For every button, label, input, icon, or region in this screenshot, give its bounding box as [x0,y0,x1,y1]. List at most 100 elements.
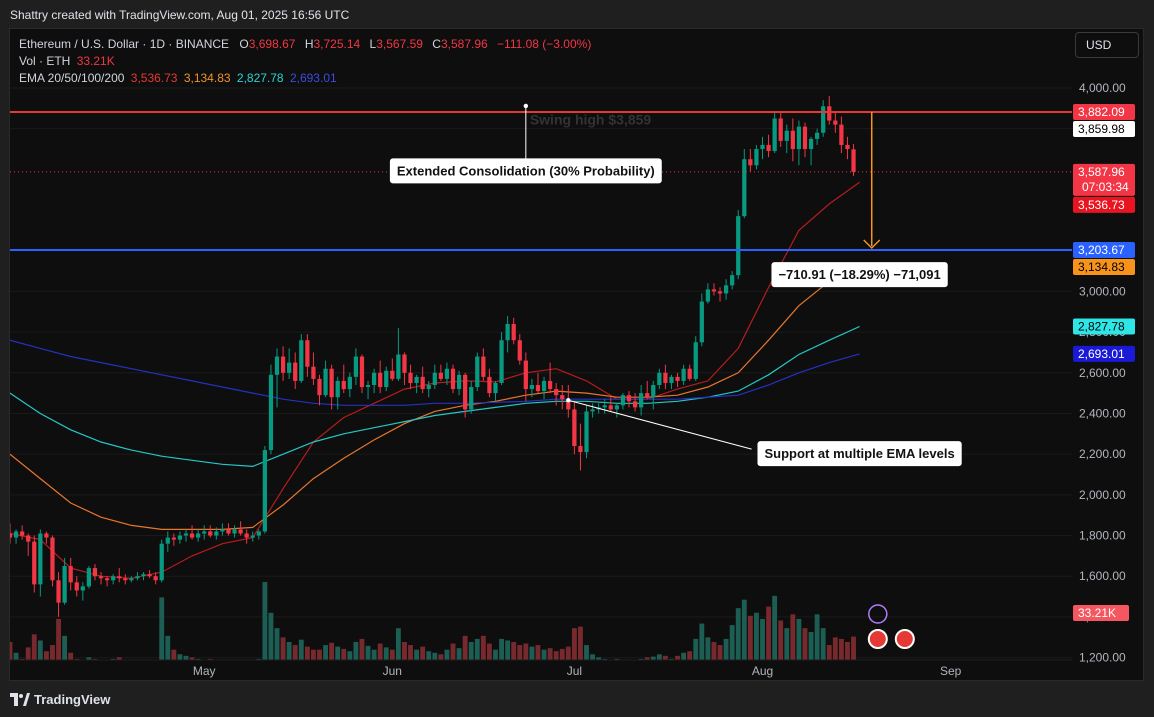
candle-body[interactable] [535,384,541,392]
candle-body[interactable] [365,384,371,388]
candle-body[interactable] [681,368,686,381]
candle-body[interactable] [165,537,170,544]
candle-body[interactable] [845,144,850,150]
candle-body[interactable] [329,368,334,398]
candle-body[interactable] [26,535,31,542]
candle-body[interactable] [56,580,61,603]
candle-body[interactable] [730,275,735,286]
candle-body[interactable] [98,576,104,579]
lightning-icon[interactable] [868,604,888,624]
candle-body[interactable] [250,535,255,538]
candle-body[interactable] [766,144,771,152]
candle-body[interactable] [481,356,486,377]
candle-body[interactable] [590,409,595,412]
candle-body[interactable] [268,374,274,451]
candle-body[interactable] [529,384,535,390]
candle-body[interactable] [371,372,377,385]
candle-body[interactable] [341,380,346,390]
candle-body[interactable] [827,106,832,121]
candle-body[interactable] [74,582,79,591]
candle-body[interactable] [293,362,298,381]
candle-body[interactable] [632,401,638,408]
candle-body[interactable] [839,124,844,145]
candle-body[interactable] [687,368,692,379]
candle-body[interactable] [44,533,49,538]
candle-body[interactable] [390,370,395,379]
candle-body[interactable] [578,446,583,453]
candle-body[interactable] [626,395,632,402]
candle-body[interactable] [38,533,43,585]
candle-body[interactable] [554,389,559,396]
candle-body[interactable] [675,376,680,381]
measure-label[interactable]: −710.91 (−18.29%) −71,091 [778,267,940,282]
candle-body[interactable] [202,531,207,534]
candle-body[interactable] [754,149,759,166]
candle-body[interactable] [438,372,443,379]
candle-body[interactable] [177,535,183,540]
candle-body[interactable] [311,366,316,379]
us-flag-icon[interactable] [867,629,888,649]
candle-body[interactable] [814,132,820,139]
candle-body[interactable] [705,289,711,302]
candle-body[interactable] [238,529,243,534]
candle-body[interactable] [699,301,704,343]
candle-body[interactable] [790,130,795,150]
candle-body[interactable] [353,356,359,377]
candle-body[interactable] [639,393,644,408]
candle-body[interactable] [505,323,510,341]
candle-body[interactable] [614,405,619,410]
candle-body[interactable] [153,576,158,581]
candle-body[interactable] [86,568,92,587]
candle-body[interactable] [402,354,407,373]
candle-body[interactable] [693,342,698,379]
candle-body[interactable] [159,543,164,581]
candle-body[interactable] [50,537,55,581]
candle-body[interactable] [359,356,365,388]
legend-ema-label[interactable]: EMA 20/50/100/200 [19,71,125,85]
candle-body[interactable] [189,533,195,538]
candle-body[interactable] [317,378,322,396]
candle-body[interactable] [396,354,401,379]
candle-body[interactable] [657,372,662,385]
candle-body[interactable] [645,393,650,398]
candle-body[interactable] [280,356,286,373]
candle-body[interactable] [183,533,189,536]
candle-body[interactable] [584,411,589,453]
candle-body[interactable] [214,531,219,536]
ema-line-ema200[interactable] [10,339,860,406]
candle-body[interactable] [851,149,856,172]
candle-body[interactable] [420,376,425,390]
candle-body[interactable] [287,362,292,373]
candle-body[interactable] [772,118,777,152]
candle-body[interactable] [232,529,237,534]
chart-frame[interactable]: Swing high $3,859 Extended Consolidation … [9,28,1144,681]
candle-body[interactable] [499,340,504,383]
candle-body[interactable] [32,541,37,585]
candle-body[interactable] [742,159,747,217]
candle-body[interactable] [469,387,474,410]
candle-body[interactable] [432,372,437,385]
candle-body[interactable] [456,374,462,390]
candle-body[interactable] [274,356,280,375]
candle-body[interactable] [135,576,140,579]
time-axis[interactable] [10,660,1072,681]
candle-body[interactable] [620,395,626,406]
candle-body[interactable] [572,409,577,447]
candle-body[interactable] [147,574,152,577]
candle-body[interactable] [111,576,116,581]
candle-body[interactable] [493,382,498,394]
candle-body[interactable] [523,360,528,390]
candle-body[interactable] [323,368,328,396]
candle-body[interactable] [833,120,838,125]
candle-body[interactable] [560,395,565,400]
candle-body[interactable] [821,106,826,133]
candle-body[interactable] [760,144,765,150]
candle-body[interactable] [384,370,389,388]
candle-body[interactable] [226,529,231,534]
candle-body[interactable] [13,531,19,538]
candle-body[interactable] [414,376,419,383]
candle-body[interactable] [802,126,808,150]
candle-body[interactable] [778,118,783,141]
candle-body[interactable] [608,405,613,410]
candle-body[interactable] [20,531,25,536]
